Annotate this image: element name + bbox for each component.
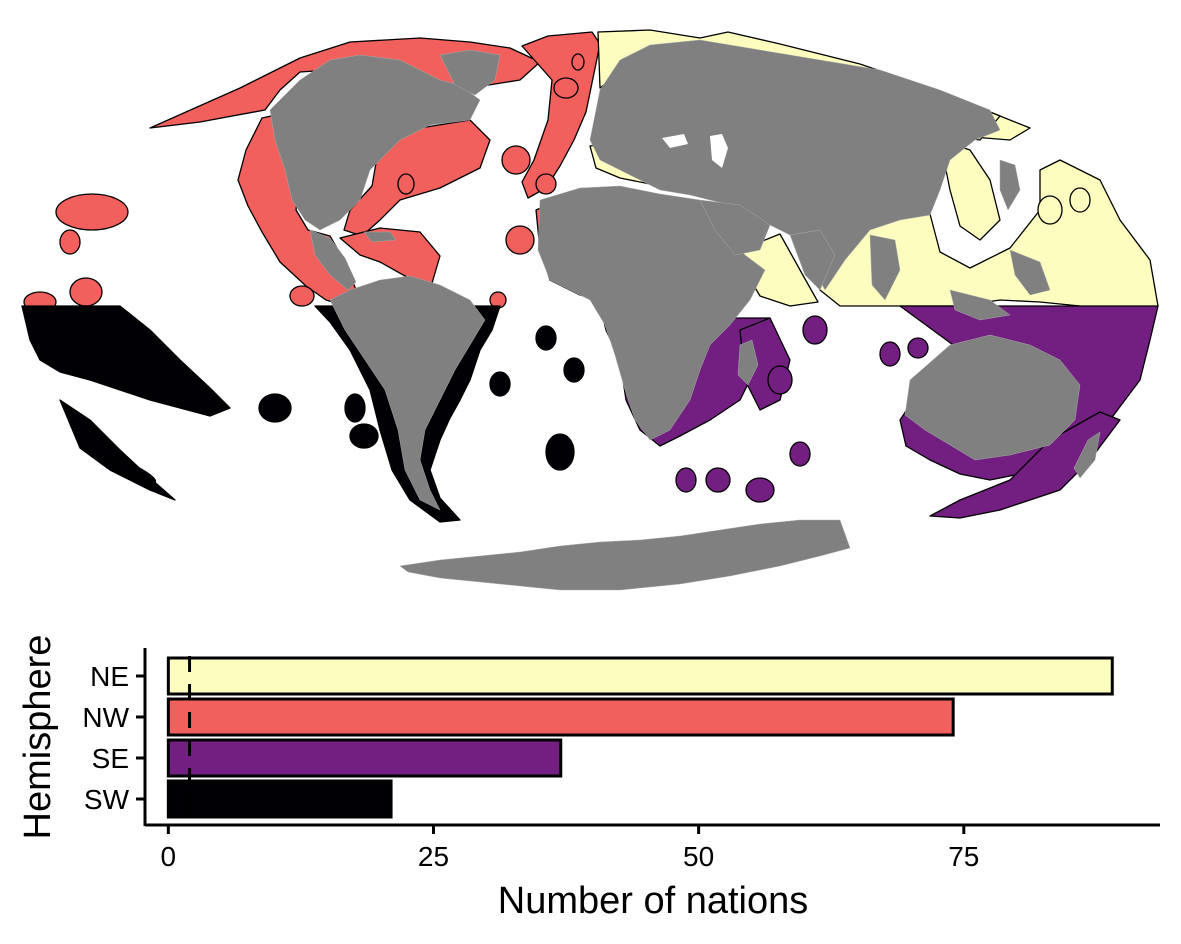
black-sea: [662, 134, 688, 148]
x-tick-label: 0: [161, 841, 177, 872]
caspian-sea: [710, 134, 728, 168]
x-tick-label: 25: [418, 841, 449, 872]
y-axis-label: Hemisphere: [17, 635, 59, 840]
y-tick-label: SW: [84, 784, 130, 815]
bar-chart: NE NW SE SW 0 25 50 75 Number of nations Hemis…: [17, 635, 1160, 922]
bar-se: [166, 738, 563, 778]
y-ticks: NE NW SE SW: [82, 661, 145, 815]
y-tick-label: SE: [92, 743, 129, 774]
y-tick-label: NW: [82, 702, 129, 733]
x-tick-label: 75: [948, 841, 979, 872]
eez-sw: [21, 305, 585, 523]
bar-nw: [166, 697, 955, 737]
y-tick-label: NE: [90, 661, 129, 692]
land: [269, 39, 1101, 591]
x-ticks: 0 25 50 75: [161, 825, 979, 872]
bar-sw: [166, 779, 393, 819]
bars-layer: [166, 656, 1114, 819]
bar-ne: [166, 656, 1114, 696]
world-map: [21, 29, 1159, 591]
x-tick-label: 50: [683, 841, 714, 872]
x-axis-label: Number of nations: [498, 880, 809, 922]
